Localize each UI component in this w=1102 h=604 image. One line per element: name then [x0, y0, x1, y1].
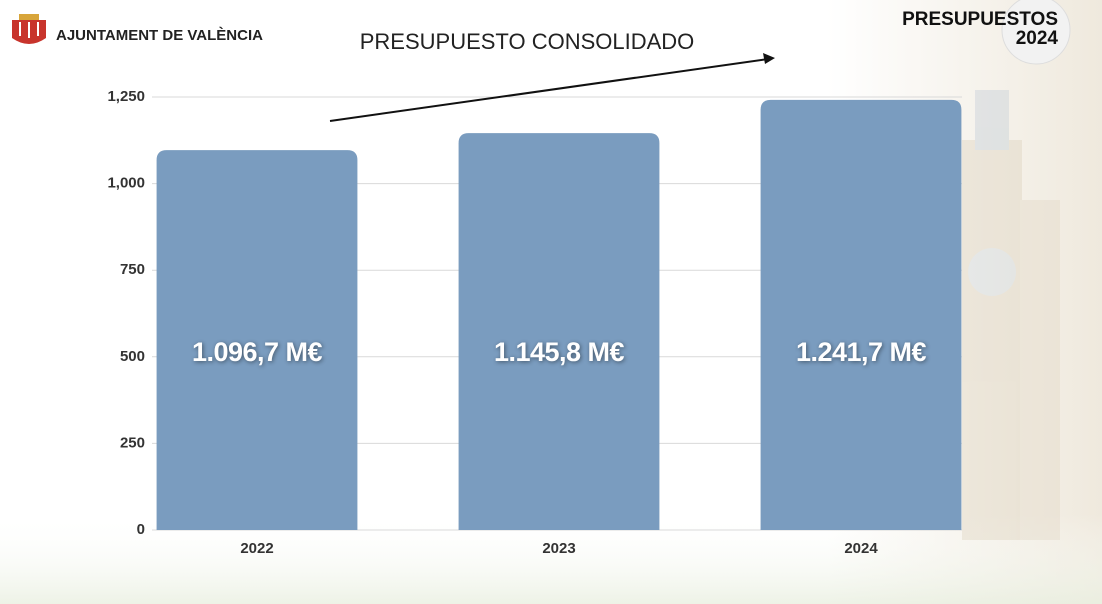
y-tick-label: 1,000: [107, 175, 145, 192]
x-tick-label: 2023: [542, 540, 575, 557]
x-tick-label: 2024: [844, 540, 878, 557]
x-tick-label: 2022: [240, 540, 273, 557]
y-tick-label: 250: [120, 434, 145, 451]
badge-line: PRESUPUESTOS: [902, 9, 1058, 30]
y-tick-label: 1,250: [107, 88, 145, 105]
bar: [459, 133, 660, 530]
plot: 0 250 500 750 1,000 1,250 2022 1.096,7 M€ 2023 1.…: [107, 88, 962, 557]
bar: [761, 100, 962, 530]
badge-line: 2024: [1016, 28, 1059, 49]
y-tick-label: 500: [120, 348, 145, 365]
y-tick-label: 750: [120, 261, 145, 278]
slide: AJUNTAMENT DE VALÈNCIA PRESUPUESTOS 2024…: [0, 0, 1102, 604]
y-tick-label: 0: [137, 521, 145, 538]
value-label: 1.241,7 M€: [796, 337, 927, 367]
chart-title: PRESUPUESTO CONSOLIDADO: [360, 29, 695, 54]
value-label: 1.145,8 M€: [494, 337, 625, 367]
value-label: 1.096,7 M€: [192, 337, 323, 367]
organization-name: AJUNTAMENT DE VALÈNCIA: [56, 27, 263, 44]
